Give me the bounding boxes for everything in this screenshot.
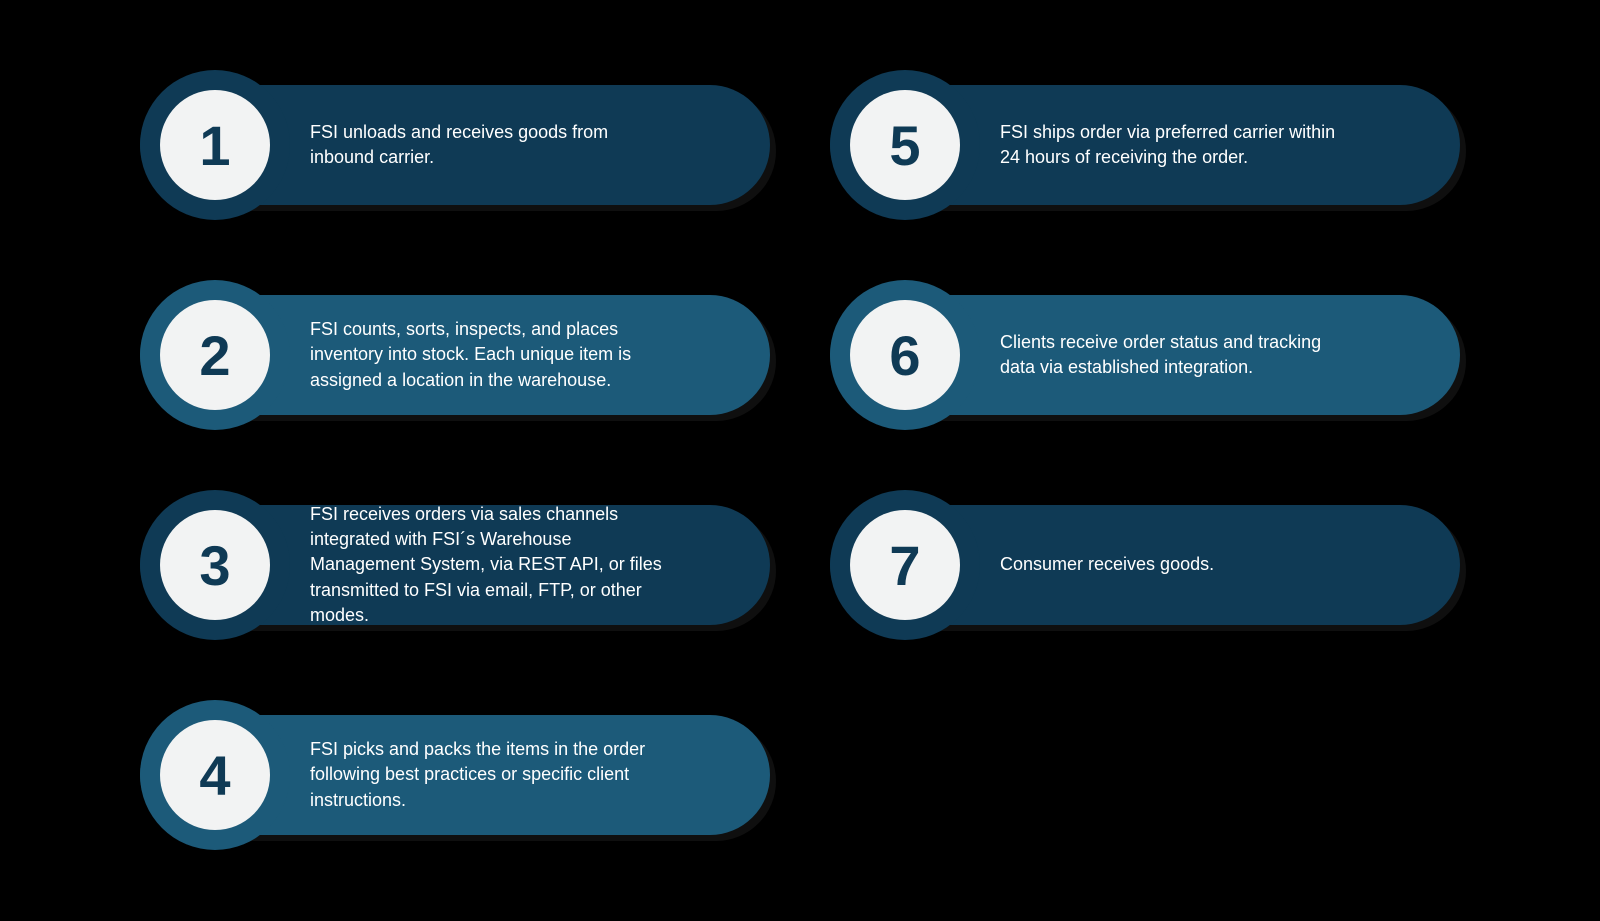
step-6: Clients receive order status and trackin… <box>830 280 1460 430</box>
step-number: 7 <box>850 510 960 620</box>
step-text: FSI counts, sorts, inspects, and places … <box>310 317 670 393</box>
step-circle-outer: 4 <box>140 700 290 850</box>
step-circle-outer: 2 <box>140 280 290 430</box>
step-text: Clients receive order status and trackin… <box>1000 330 1360 380</box>
step-text: Consumer receives goods. <box>1000 552 1214 577</box>
step-3: FSI receives orders via sales channels i… <box>140 490 770 640</box>
step-number: 6 <box>850 300 960 410</box>
step-text: FSI unloads and receives goods from inbo… <box>310 120 670 170</box>
step-number: 5 <box>850 90 960 200</box>
step-text: FSI picks and packs the items in the ord… <box>310 737 670 813</box>
step-circle-outer: 1 <box>140 70 290 220</box>
step-number: 3 <box>160 510 270 620</box>
left-column: FSI unloads and receives goods from inbo… <box>140 70 770 850</box>
step-4: FSI picks and packs the items in the ord… <box>140 700 770 850</box>
step-text: FSI receives orders via sales channels i… <box>310 502 670 628</box>
step-circle-outer: 3 <box>140 490 290 640</box>
right-column: FSI ships order via preferred carrier wi… <box>830 70 1460 850</box>
step-7: Consumer receives goods. 7 <box>830 490 1460 640</box>
step-number: 2 <box>160 300 270 410</box>
step-number: 1 <box>160 90 270 200</box>
step-circle-outer: 6 <box>830 280 980 430</box>
step-circle-outer: 7 <box>830 490 980 640</box>
step-text: FSI ships order via preferred carrier wi… <box>1000 120 1360 170</box>
step-circle-outer: 5 <box>830 70 980 220</box>
step-number: 4 <box>160 720 270 830</box>
step-5: FSI ships order via preferred carrier wi… <box>830 70 1460 220</box>
infographic-container: FSI unloads and receives goods from inbo… <box>0 0 1600 850</box>
step-1: FSI unloads and receives goods from inbo… <box>140 70 770 220</box>
step-2: FSI counts, sorts, inspects, and places … <box>140 280 770 430</box>
